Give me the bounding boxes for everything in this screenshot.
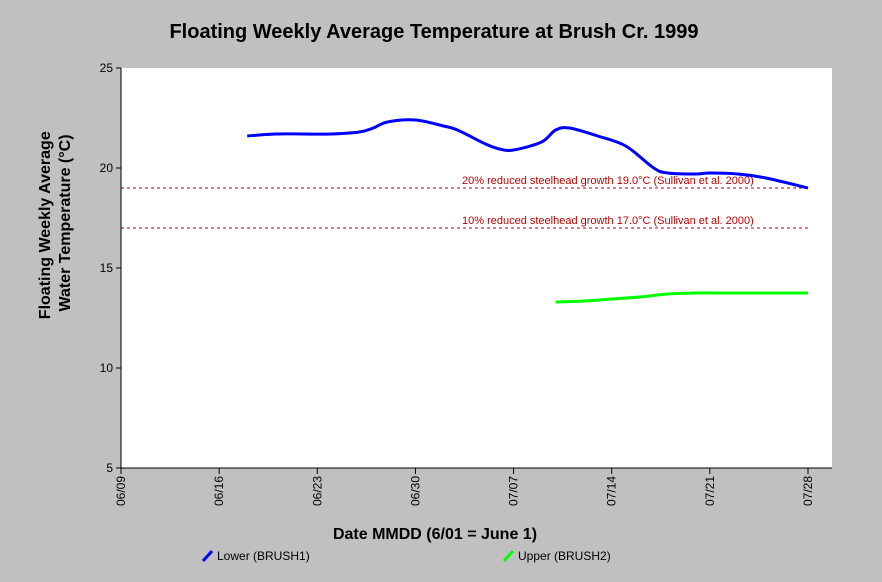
series-line bbox=[555, 291, 808, 304]
x-tick-label: 07/28 bbox=[801, 476, 815, 506]
y-tick-label: 15 bbox=[100, 261, 114, 275]
y-tick-label: 5 bbox=[106, 461, 113, 475]
reference-lines: 20% reduced steelhead growth 19.0°C (Sul… bbox=[121, 175, 808, 229]
y-tick-label: 10 bbox=[100, 361, 114, 375]
y-tick-label: 20 bbox=[100, 161, 114, 175]
x-tick-label: 06/30 bbox=[408, 476, 422, 506]
reference-line-label: 10% reduced steelhead growth 17.0°C (Sul… bbox=[462, 215, 754, 227]
y-axis-title: Floating Weekly Average Water Temperatur… bbox=[37, 127, 74, 319]
legend: Lower (BRUSH1) Upper (BRUSH2) bbox=[201, 549, 611, 563]
plot-area bbox=[121, 68, 832, 468]
legend-swatch bbox=[201, 549, 214, 563]
series-line bbox=[247, 118, 809, 190]
reference-line-label: 20% reduced steelhead growth 19.0°C (Sul… bbox=[462, 175, 754, 187]
legend-swatch bbox=[502, 549, 515, 563]
legend-label: Lower (BRUSH1) bbox=[217, 549, 310, 563]
x-tick-label: 07/07 bbox=[507, 476, 521, 506]
x-tick-label: 07/14 bbox=[605, 476, 619, 506]
x-tick-label: 07/21 bbox=[703, 476, 717, 506]
series-lines bbox=[247, 118, 809, 304]
y-axis-ticks: 5 10 15 20 25 bbox=[100, 61, 121, 475]
x-tick-label: 06/23 bbox=[310, 476, 324, 506]
y-axis-title-line1: Floating Weekly Average bbox=[37, 131, 54, 319]
legend-label: Upper (BRUSH2) bbox=[518, 549, 611, 563]
x-tick-label: 06/09 bbox=[114, 476, 128, 506]
y-tick-label: 25 bbox=[100, 61, 114, 75]
x-axis-title: Date MMDD (6/01 = June 1) bbox=[333, 526, 537, 543]
x-tick-label: 06/16 bbox=[212, 476, 226, 506]
chart-title: Floating Weekly Average Temperature at B… bbox=[169, 21, 698, 43]
x-axis-ticks: 06/09 06/16 06/23 06/30 07/07 07/14 07/21 07/28 bbox=[114, 468, 815, 506]
y-axis-title-line2: Water Temperature (°C) bbox=[57, 134, 74, 311]
